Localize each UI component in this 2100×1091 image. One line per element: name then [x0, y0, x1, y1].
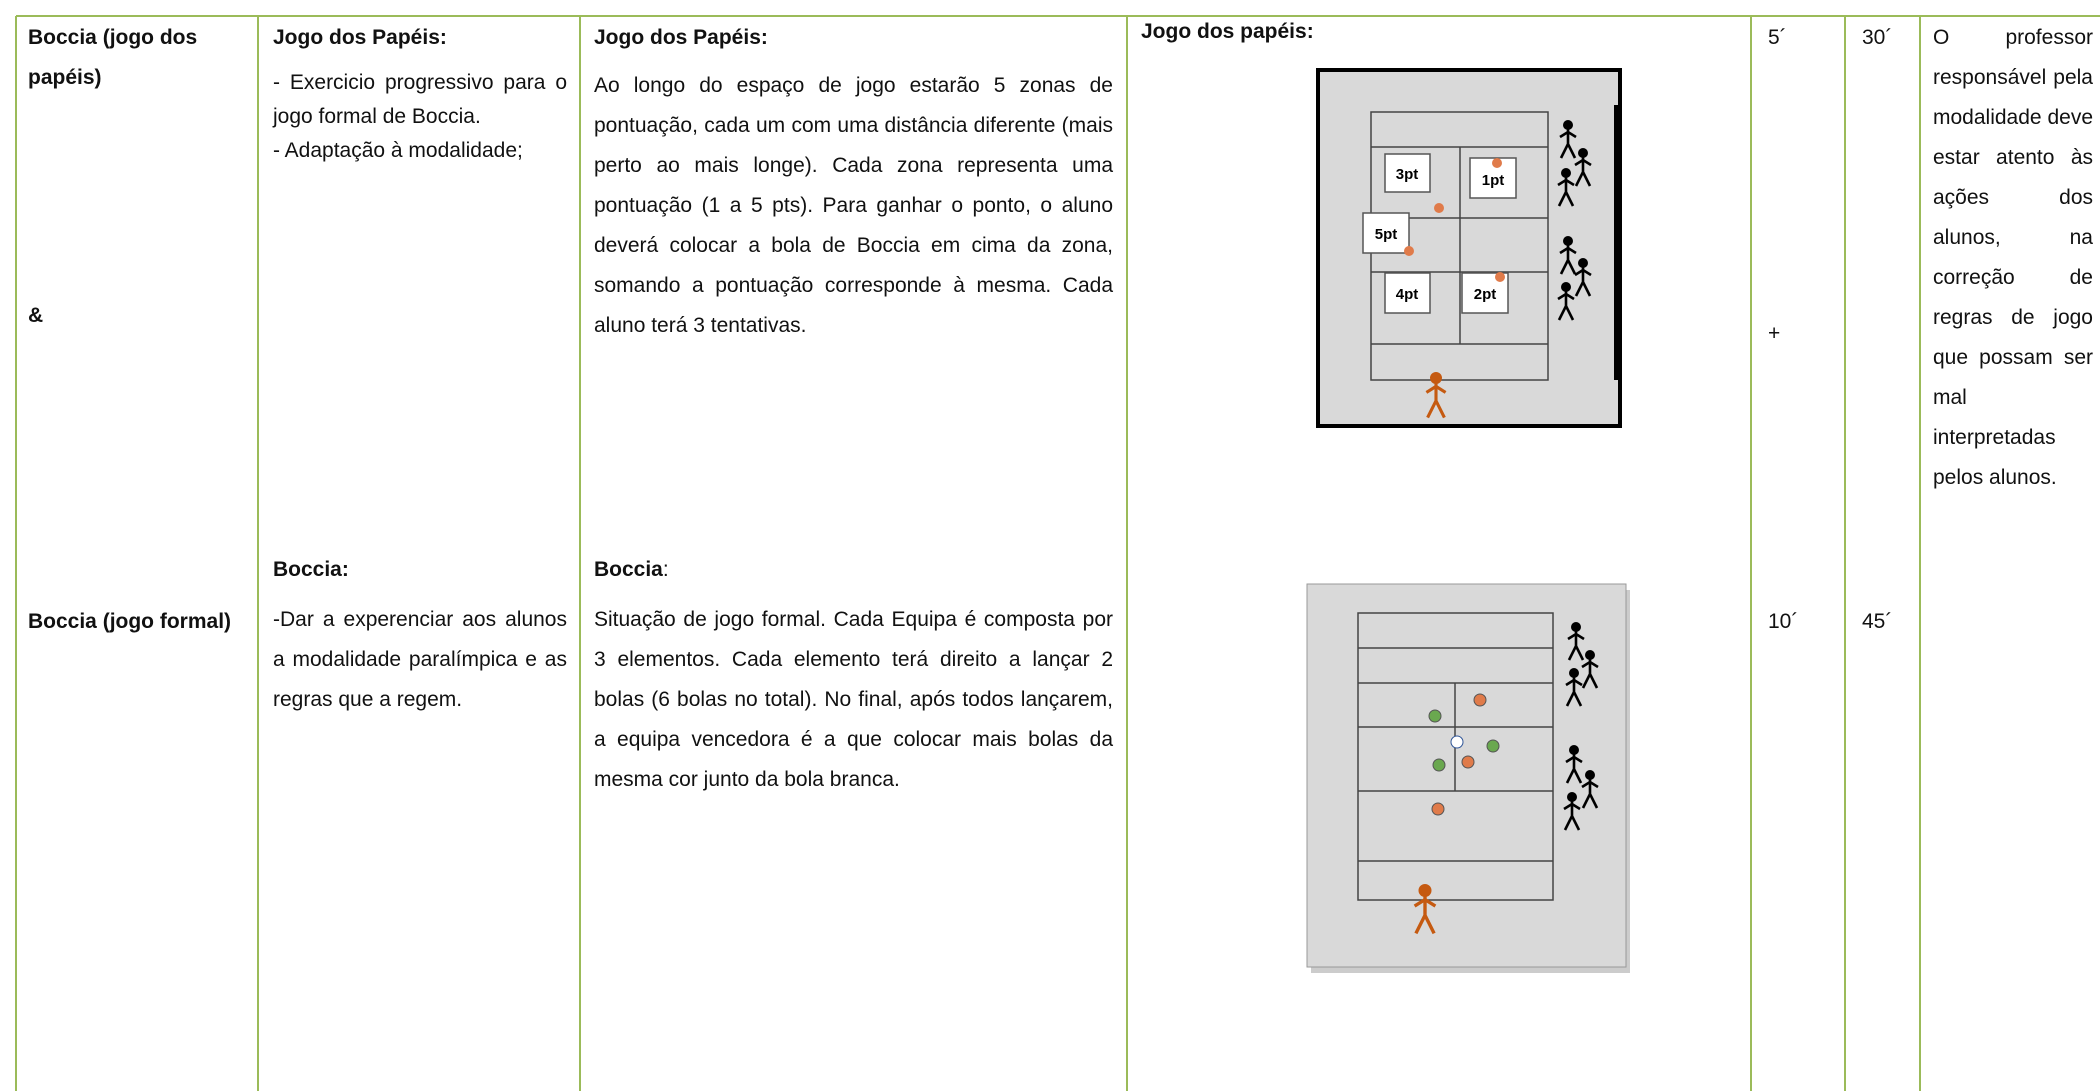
activity-joiner: &: [28, 304, 44, 327]
zone-label: 5pt: [1375, 226, 1398, 243]
objectives-items: - Exercicio progressivo para o jogo form…: [273, 66, 567, 168]
description-text: Situação de jogo formal. Cada Equipa é c…: [594, 608, 1113, 791]
heading-word: Boccia: [594, 558, 663, 581]
zone-label: 1pt: [1482, 172, 1505, 189]
description-text: Ao longo do espaço de jogo estarão 5 zon…: [594, 74, 1113, 337]
court-diagram-2: [1306, 583, 1630, 973]
objectives-heading: Jogo dos Papéis:: [273, 26, 447, 49]
court-diagram-1: [1316, 68, 1622, 428]
zone-label: 2pt: [1474, 286, 1497, 303]
time-a: 5´: [1768, 26, 1787, 49]
description-heading: Boccia:: [594, 550, 669, 590]
activity-second: Boccia (jogo formal): [28, 610, 232, 633]
objective-item: - Adaptação à modalidade;: [273, 139, 523, 162]
objectives-heading: Boccia:: [273, 558, 349, 581]
time-b: 45´: [1862, 610, 1893, 633]
notes: O professor responsável pela modalidade …: [1933, 26, 2093, 489]
table-borders: [15, 15, 2100, 1091]
activity-first: Boccia (jogo dos papéis): [28, 26, 198, 89]
zone-label: 3pt: [1396, 166, 1419, 183]
zone-labels: 3pt 1pt 5pt 4pt 2pt: [1375, 166, 1505, 303]
time-a: 10´: [1768, 610, 1799, 633]
objectives-text: -Dar a experenciar aos alunos a modalida…: [273, 608, 567, 711]
time-a-joiner: +: [1768, 322, 1781, 345]
zone-label: 4pt: [1396, 286, 1419, 303]
diagram-heading: Jogo dos papéis:: [1141, 20, 1314, 43]
objective-item: - Exercicio progressivo para o jogo form…: [273, 71, 567, 128]
time-b: 30´: [1862, 26, 1893, 49]
heading-suffix: :: [662, 558, 669, 581]
description-heading: Jogo dos Papéis:: [594, 26, 768, 49]
